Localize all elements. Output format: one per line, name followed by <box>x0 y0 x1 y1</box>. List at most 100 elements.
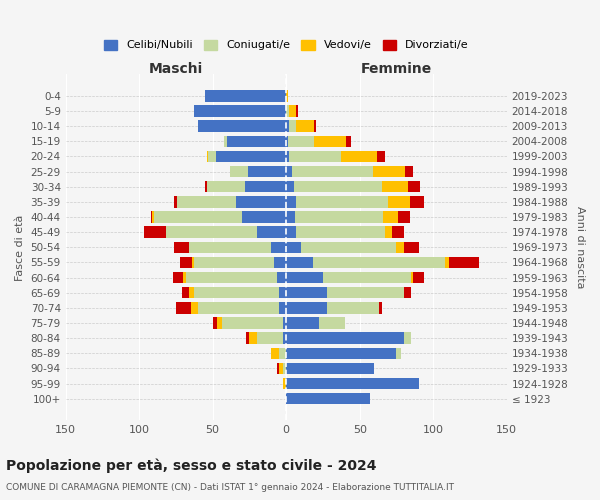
Bar <box>301 242 397 253</box>
Bar <box>198 120 286 132</box>
Bar <box>279 363 283 374</box>
Bar <box>328 287 404 298</box>
Bar <box>173 272 183 283</box>
Bar <box>379 302 382 314</box>
Bar <box>405 166 413 177</box>
Bar <box>385 226 392 238</box>
Bar <box>286 226 296 238</box>
Legend: Celibi/Nubili, Coniugati/e, Vedovi/e, Divorziati/e: Celibi/Nubili, Coniugati/e, Vedovi/e, Di… <box>100 35 473 55</box>
Bar <box>178 196 236 207</box>
Bar <box>245 181 286 192</box>
Bar <box>292 166 373 177</box>
Bar <box>186 272 277 283</box>
Bar <box>295 212 383 222</box>
Bar <box>221 318 283 328</box>
Bar <box>152 212 154 222</box>
Bar <box>289 151 341 162</box>
Bar <box>175 196 178 207</box>
Bar <box>293 181 382 192</box>
Bar <box>296 120 314 132</box>
Bar <box>205 90 286 102</box>
Text: Femmine: Femmine <box>361 62 432 76</box>
Bar <box>279 302 286 314</box>
Bar <box>296 196 388 207</box>
Bar <box>286 257 313 268</box>
Bar <box>248 166 286 177</box>
Bar <box>224 136 227 147</box>
Bar <box>286 287 328 298</box>
Bar <box>182 287 189 298</box>
Bar <box>413 272 424 283</box>
Bar <box>286 242 301 253</box>
Bar <box>189 287 194 298</box>
Bar <box>341 151 377 162</box>
Bar <box>404 242 419 253</box>
Bar <box>143 226 166 238</box>
Bar <box>279 348 286 359</box>
Bar <box>449 257 479 268</box>
Bar <box>398 212 410 222</box>
Bar <box>286 212 295 222</box>
Bar <box>271 242 286 253</box>
Bar <box>277 272 286 283</box>
Bar <box>319 318 345 328</box>
Bar <box>323 272 411 283</box>
Bar <box>296 106 298 117</box>
Bar <box>217 318 221 328</box>
Bar <box>377 151 385 162</box>
Text: Popolazione per età, sesso e stato civile - 2024: Popolazione per età, sesso e stato civil… <box>6 458 377 473</box>
Bar <box>286 378 419 390</box>
Bar <box>189 242 271 253</box>
Bar <box>283 332 286 344</box>
Bar <box>271 348 279 359</box>
Y-axis label: Anni di nascita: Anni di nascita <box>575 206 585 288</box>
Text: Maschi: Maschi <box>149 62 203 76</box>
Bar <box>314 136 346 147</box>
Bar <box>286 181 293 192</box>
Bar <box>286 348 397 359</box>
Bar <box>411 272 413 283</box>
Bar <box>286 90 287 102</box>
Bar <box>392 226 404 238</box>
Bar <box>286 106 289 117</box>
Bar <box>287 136 314 147</box>
Bar <box>286 302 328 314</box>
Bar <box>283 363 286 374</box>
Bar <box>408 181 420 192</box>
Bar <box>194 287 279 298</box>
Bar <box>286 196 296 207</box>
Bar <box>283 318 286 328</box>
Bar <box>286 136 287 147</box>
Bar <box>289 120 296 132</box>
Bar <box>250 332 257 344</box>
Bar <box>328 302 379 314</box>
Text: COMUNE DI CARAMAGNA PIEMONTE (CN) - Dati ISTAT 1° gennaio 2024 - Elaborazione TU: COMUNE DI CARAMAGNA PIEMONTE (CN) - Dati… <box>6 483 454 492</box>
Bar <box>286 151 289 162</box>
Bar <box>274 257 286 268</box>
Bar <box>205 181 207 192</box>
Bar <box>404 332 411 344</box>
Bar <box>230 166 248 177</box>
Bar <box>388 196 410 207</box>
Bar <box>208 151 215 162</box>
Bar <box>286 166 292 177</box>
Bar <box>277 363 279 374</box>
Bar <box>410 196 424 207</box>
Bar <box>383 212 398 222</box>
Bar <box>198 302 279 314</box>
Bar <box>346 136 351 147</box>
Bar <box>215 151 286 162</box>
Bar <box>313 257 445 268</box>
Bar <box>397 348 401 359</box>
Bar <box>286 393 370 404</box>
Bar <box>191 302 198 314</box>
Bar <box>286 120 289 132</box>
Bar <box>175 242 189 253</box>
Bar <box>397 242 404 253</box>
Bar <box>247 332 250 344</box>
Bar <box>194 257 274 268</box>
Bar <box>154 212 242 222</box>
Bar <box>296 226 385 238</box>
Bar <box>314 120 316 132</box>
Bar <box>404 287 411 298</box>
